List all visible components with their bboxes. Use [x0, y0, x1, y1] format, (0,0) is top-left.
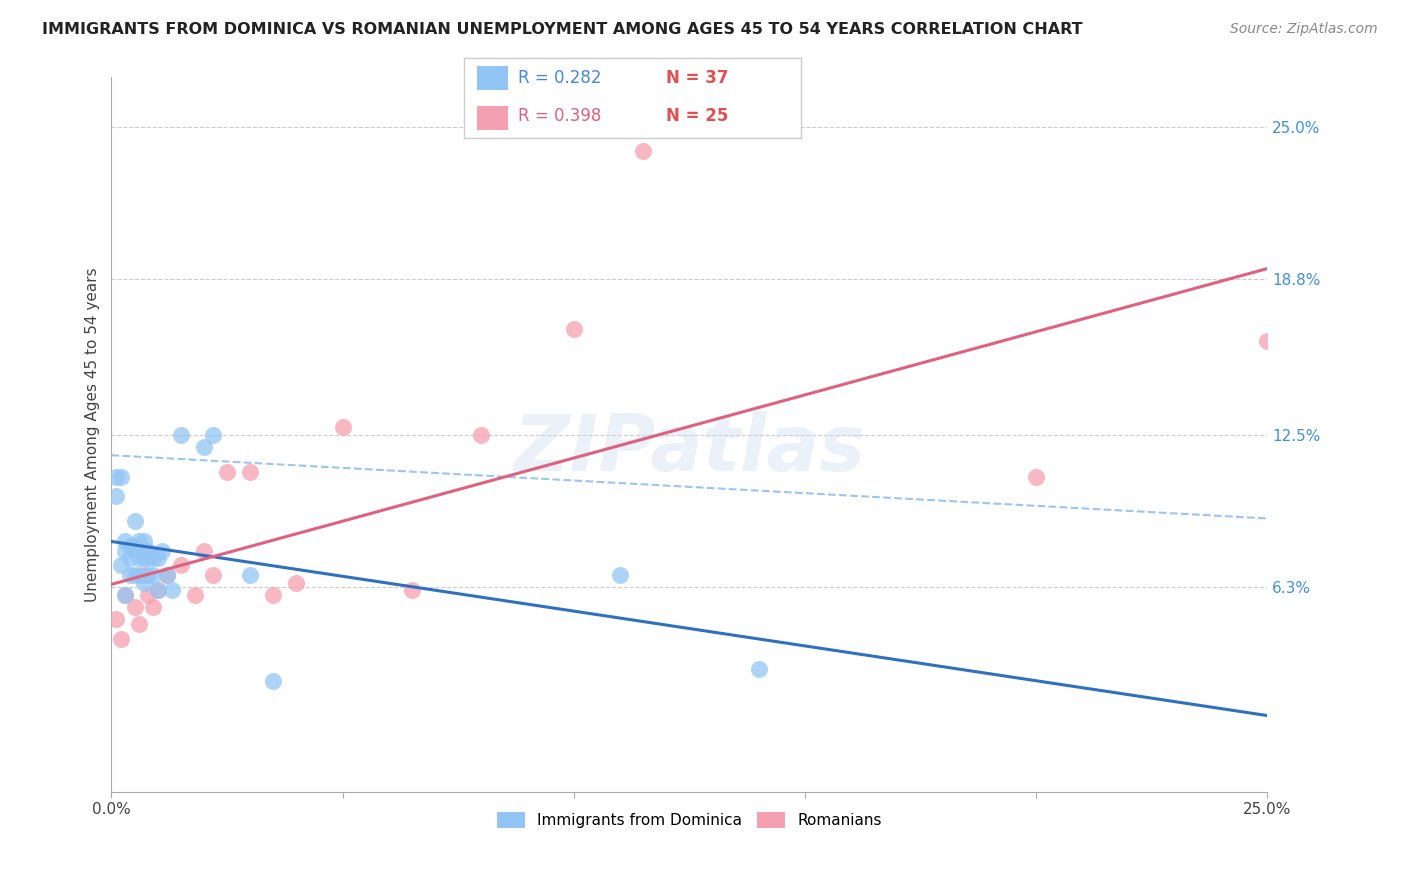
Point: [142, 550, 165, 565]
Point: [128, 617, 150, 632]
Point: [146, 582, 169, 597]
Point: [156, 568, 179, 582]
Point: [132, 575, 155, 590]
FancyBboxPatch shape: [478, 66, 508, 90]
Point: [138, 568, 160, 582]
Point: [150, 543, 173, 558]
Point: [138, 550, 160, 565]
Point: [132, 550, 155, 565]
Text: R = 0.282: R = 0.282: [517, 69, 602, 87]
Point: [128, 550, 150, 565]
Point: [748, 662, 770, 676]
Point: [138, 588, 160, 602]
Point: [562, 322, 585, 336]
Point: [332, 420, 354, 434]
Point: [128, 568, 150, 582]
Point: [114, 588, 136, 602]
Text: N = 37: N = 37: [666, 69, 728, 87]
Point: [193, 543, 215, 558]
Point: [156, 568, 179, 582]
Point: [470, 427, 492, 442]
Point: [132, 543, 155, 558]
Text: IMMIGRANTS FROM DOMINICA VS ROMANIAN UNEMPLOYMENT AMONG AGES 45 TO 54 YEARS CORR: IMMIGRANTS FROM DOMINICA VS ROMANIAN UNE…: [42, 22, 1083, 37]
Point: [110, 632, 132, 647]
Point: [170, 427, 193, 442]
Point: [193, 440, 215, 454]
Point: [202, 427, 225, 442]
Point: [114, 588, 136, 602]
Text: Source: ZipAtlas.com: Source: ZipAtlas.com: [1230, 22, 1378, 37]
Y-axis label: Unemployment Among Ages 45 to 54 years: Unemployment Among Ages 45 to 54 years: [86, 268, 100, 602]
Point: [118, 550, 141, 565]
Point: [110, 469, 132, 483]
Point: [146, 582, 169, 597]
Point: [132, 533, 155, 548]
Point: [105, 612, 128, 626]
Point: [142, 600, 165, 615]
Point: [142, 568, 165, 582]
Point: [170, 558, 193, 573]
Point: [114, 543, 136, 558]
Point: [401, 582, 423, 597]
Point: [609, 568, 631, 582]
Point: [124, 568, 146, 582]
Point: [160, 582, 183, 597]
Point: [215, 465, 238, 479]
Point: [631, 145, 654, 159]
Point: [146, 550, 169, 565]
Point: [124, 539, 146, 553]
Point: [105, 469, 128, 483]
Point: [124, 514, 146, 528]
Point: [262, 588, 284, 602]
Point: [124, 600, 146, 615]
Legend: Immigrants from Dominica, Romanians: Immigrants from Dominica, Romanians: [491, 806, 887, 834]
Text: R = 0.398: R = 0.398: [517, 107, 602, 125]
Text: N = 25: N = 25: [666, 107, 728, 125]
Point: [110, 558, 132, 573]
Point: [132, 568, 155, 582]
Point: [1256, 334, 1278, 348]
Text: ZIPatlas: ZIPatlas: [513, 411, 866, 487]
Point: [118, 539, 141, 553]
Point: [1025, 469, 1047, 483]
Point: [239, 465, 262, 479]
Point: [114, 533, 136, 548]
Point: [262, 674, 284, 689]
Point: [138, 543, 160, 558]
Point: [285, 575, 308, 590]
Point: [239, 568, 262, 582]
Point: [183, 588, 205, 602]
Point: [202, 568, 225, 582]
Point: [105, 489, 128, 503]
Point: [128, 533, 150, 548]
FancyBboxPatch shape: [478, 106, 508, 130]
Point: [118, 568, 141, 582]
